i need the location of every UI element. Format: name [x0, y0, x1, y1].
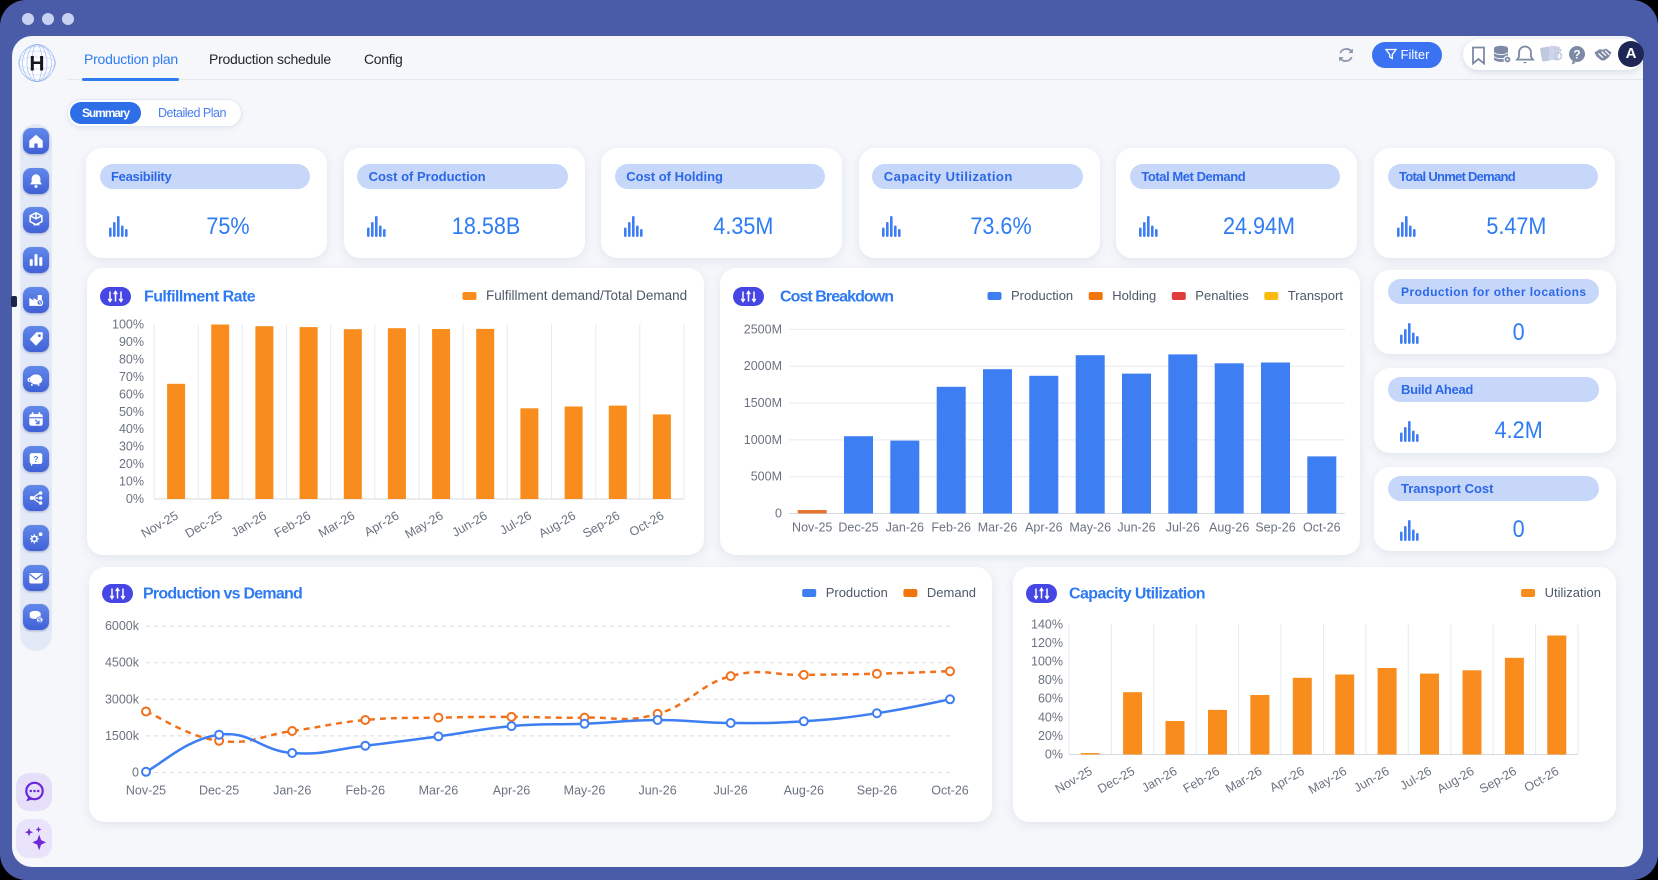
svg-text:Sep-26: Sep-26	[1255, 521, 1295, 535]
svg-text:Transport: Transport	[1288, 288, 1344, 303]
svg-text:500M: 500M	[751, 470, 782, 484]
svg-text:1000M: 1000M	[744, 433, 782, 447]
svg-text:Oct-26: Oct-26	[1522, 764, 1562, 795]
svg-text:Fulfillment Rate: Fulfillment Rate	[144, 289, 256, 306]
svg-text:Feb-26: Feb-26	[931, 521, 971, 535]
svg-text:Apr-26: Apr-26	[493, 784, 531, 798]
svg-text:60%: 60%	[119, 387, 144, 401]
svg-text:Sep-26: Sep-26	[857, 784, 897, 798]
svg-text:2500M: 2500M	[744, 322, 782, 336]
svg-text:3000k: 3000k	[105, 692, 140, 706]
svg-text:Production: Production	[826, 585, 888, 600]
svg-text:100%: 100%	[112, 318, 144, 332]
svg-text:Sep-26: Sep-26	[580, 508, 622, 540]
svg-text:Nov-25: Nov-25	[1053, 764, 1095, 796]
svg-text:Dec-25: Dec-25	[1095, 764, 1137, 796]
svg-text:20%: 20%	[119, 457, 144, 471]
svg-text:Feb-26: Feb-26	[272, 508, 313, 540]
svg-text:Jan-26: Jan-26	[1139, 764, 1179, 795]
svg-text:80%: 80%	[1038, 673, 1063, 687]
svg-text:1500M: 1500M	[744, 396, 782, 410]
svg-text:0%: 0%	[126, 492, 144, 506]
svg-text:Oct-26: Oct-26	[1303, 521, 1341, 535]
svg-text:May-26: May-26	[564, 784, 606, 798]
svg-text:10%: 10%	[119, 475, 144, 489]
svg-text:Jun-26: Jun-26	[1117, 521, 1155, 535]
svg-text:Mar-26: Mar-26	[1223, 764, 1264, 796]
svg-text:Production: Production	[1011, 288, 1073, 303]
svg-text:Jan-26: Jan-26	[273, 784, 311, 798]
svg-text:$: $	[38, 617, 42, 624]
svg-text:50%: 50%	[119, 405, 144, 419]
svg-text:80%: 80%	[119, 352, 144, 366]
svg-text:0%: 0%	[1045, 748, 1063, 762]
svg-text:May-26: May-26	[1069, 521, 1111, 535]
svg-text:0: 0	[132, 766, 139, 780]
svg-text:0: 0	[775, 507, 782, 521]
svg-text:Aug-26: Aug-26	[1435, 764, 1477, 796]
svg-text:Holding: Holding	[1112, 288, 1156, 303]
svg-text:Aug-26: Aug-26	[784, 784, 824, 798]
svg-text:90%: 90%	[119, 335, 144, 349]
svg-text:Jul-26: Jul-26	[1398, 764, 1435, 793]
svg-text:H: H	[29, 53, 44, 76]
svg-text:Mar-26: Mar-26	[978, 521, 1018, 535]
svg-text:Feb-26: Feb-26	[1181, 764, 1222, 796]
svg-text:Capacity Utilization: Capacity Utilization	[1069, 586, 1205, 603]
svg-text:Utilization: Utilization	[1545, 585, 1601, 600]
svg-text:100%: 100%	[1031, 655, 1063, 669]
svg-text:Fulfillment demand/Total Deman: Fulfillment demand/Total Demand	[486, 288, 687, 303]
svg-text:Nov-25: Nov-25	[139, 508, 181, 540]
svg-text:70%: 70%	[119, 370, 144, 384]
svg-text:Sep-26: Sep-26	[1477, 764, 1519, 796]
svg-text:Dec-25: Dec-25	[199, 784, 239, 798]
svg-text:Nov-25: Nov-25	[126, 784, 166, 798]
svg-text:Jun-26: Jun-26	[1351, 764, 1391, 795]
svg-text:Jan-26: Jan-26	[229, 508, 269, 539]
svg-text:6000k: 6000k	[105, 619, 140, 633]
svg-text:May-26: May-26	[1306, 764, 1349, 797]
svg-text:Apr-26: Apr-26	[362, 508, 402, 539]
svg-text:Cost Breakdown: Cost Breakdown	[780, 289, 893, 306]
svg-text:Jan-26: Jan-26	[886, 521, 924, 535]
svg-text:Production vs Demand: Production vs Demand	[143, 586, 302, 603]
svg-text:Aug-26: Aug-26	[1209, 521, 1249, 535]
svg-text:Jun-26: Jun-26	[638, 784, 676, 798]
svg-text:Nov-25: Nov-25	[792, 521, 832, 535]
svg-text:Aug-26: Aug-26	[536, 508, 578, 540]
svg-text:Demand: Demand	[927, 585, 976, 600]
svg-text:20%: 20%	[1038, 729, 1063, 743]
svg-text:?: ?	[1573, 47, 1580, 61]
svg-text:Jul-26: Jul-26	[714, 784, 748, 798]
svg-text:4500k: 4500k	[105, 656, 140, 670]
svg-text:?: ?	[34, 455, 39, 464]
svg-text:Jul-26: Jul-26	[1166, 521, 1200, 535]
svg-text:30%: 30%	[119, 440, 144, 454]
svg-text:1500k: 1500k	[105, 729, 140, 743]
svg-text:140%: 140%	[1031, 617, 1063, 631]
svg-text:120%: 120%	[1031, 636, 1063, 650]
svg-text:Feb-26: Feb-26	[345, 784, 385, 798]
svg-text:Oct-26: Oct-26	[931, 784, 969, 798]
svg-text:Apr-26: Apr-26	[1025, 521, 1063, 535]
svg-text:Mar-26: Mar-26	[316, 508, 357, 540]
svg-text:May-26: May-26	[402, 508, 445, 541]
svg-text:Apr-26: Apr-26	[1267, 764, 1307, 795]
svg-text:40%: 40%	[1038, 710, 1063, 724]
svg-text:60%: 60%	[1038, 692, 1063, 706]
svg-text:Oct-26: Oct-26	[627, 508, 667, 539]
svg-text:Mar-26: Mar-26	[419, 784, 459, 798]
svg-text:Penalties: Penalties	[1195, 288, 1249, 303]
svg-text:Dec-25: Dec-25	[183, 508, 225, 540]
svg-text:40%: 40%	[119, 422, 144, 436]
svg-text:Dec-25: Dec-25	[838, 521, 878, 535]
svg-text:2000M: 2000M	[744, 359, 782, 373]
svg-text:Jun-26: Jun-26	[450, 508, 490, 539]
svg-text:Jul-26: Jul-26	[497, 508, 534, 537]
